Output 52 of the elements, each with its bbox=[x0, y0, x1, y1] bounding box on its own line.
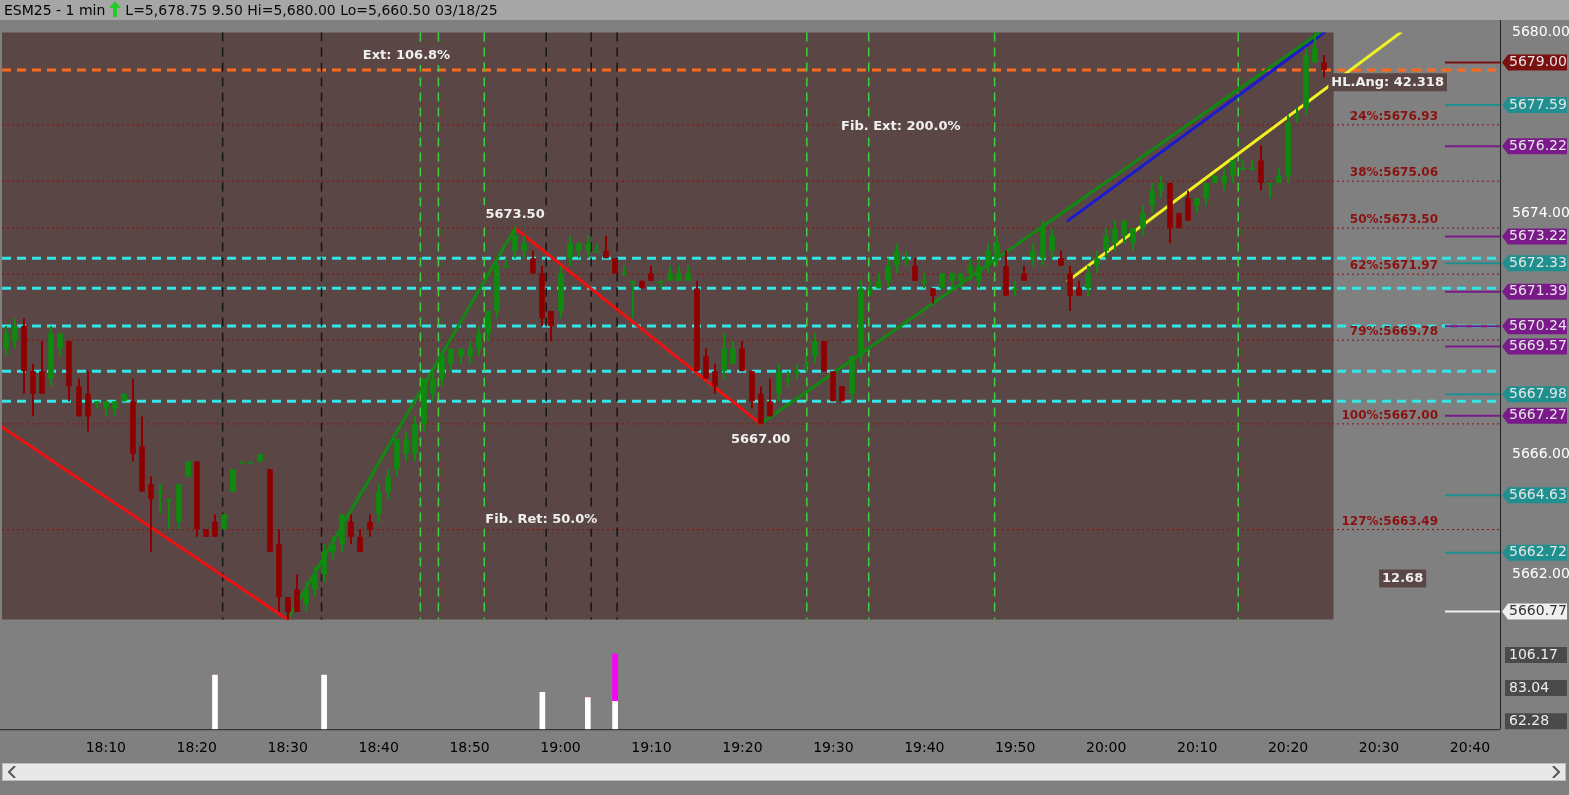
x-tick-label: 18:40 bbox=[358, 739, 399, 756]
ref-line-label: 5662.72 bbox=[1509, 543, 1567, 560]
ref-line-label: 5667.27 bbox=[1509, 406, 1567, 423]
annotation: 5673.50 bbox=[485, 205, 545, 221]
ref-line-label: 62%:5671.97 bbox=[1349, 258, 1438, 273]
ref-line-label: 5676.22 bbox=[1509, 136, 1567, 153]
x-tick-label: 20:00 bbox=[1086, 739, 1127, 756]
ref-line-label: 5670.24 bbox=[1509, 316, 1567, 333]
chart-subtitle: L=5,678.75 9.50 Hi=5,680.00 Lo=5,660.50 03/18/25 bbox=[125, 2, 498, 18]
x-tick-label: 19:50 bbox=[995, 739, 1036, 756]
ref-line-label: 5677.59 bbox=[1509, 95, 1567, 112]
ref-line-label: 5667.98 bbox=[1509, 385, 1567, 401]
ref-line-label: 50%:5673.50 bbox=[1349, 212, 1438, 227]
x-tick-label: 20:20 bbox=[1267, 739, 1309, 756]
text: 83.04 bbox=[1509, 678, 1550, 695]
ref-line-label: 5669.57 bbox=[1509, 337, 1567, 354]
chart-title: ESM25 - 1 min bbox=[4, 2, 106, 18]
x-tick-label: 19:20 bbox=[722, 739, 763, 756]
y-tick-label: 5680.00 bbox=[1512, 23, 1569, 40]
x-tick-label: 18:50 bbox=[449, 739, 490, 756]
annotation: HL.Ang: 42.318 bbox=[1331, 73, 1444, 89]
annotation: Fib. Ret: 50.0% bbox=[485, 511, 598, 527]
x-tick-label: 18:20 bbox=[176, 739, 217, 756]
ref-line-label: 5672.33 bbox=[1509, 254, 1567, 271]
annotation: 5667.00 bbox=[731, 431, 791, 447]
ref-line-label: 5664.63 bbox=[1509, 485, 1567, 502]
annotation: 12.68 bbox=[1382, 569, 1424, 585]
x-tick-label: 18:30 bbox=[267, 739, 308, 756]
ref-line-label: 24%:5676.93 bbox=[1349, 108, 1438, 123]
text: 62.28 bbox=[1509, 711, 1550, 728]
annotation: Fib. Ext: 200.0% bbox=[841, 117, 961, 133]
annotation: Ext: 106.8% bbox=[362, 47, 451, 63]
ref-line-label: 100%:5667.00 bbox=[1341, 407, 1438, 422]
y-tick-label: 5662.00 bbox=[1512, 565, 1569, 582]
ref-line-label: 5673.22 bbox=[1509, 227, 1567, 244]
x-tick-label: 20:10 bbox=[1176, 739, 1218, 756]
x-tick-label: 19:40 bbox=[904, 739, 945, 756]
text: 106.17 bbox=[1509, 645, 1558, 662]
ref-line-label: 127%:5663.49 bbox=[1341, 513, 1438, 528]
y-tick-label: 5666.00 bbox=[1512, 444, 1569, 461]
ref-line-label: 5660.77 bbox=[1509, 602, 1567, 619]
ref-line-label: 38%:5675.06 bbox=[1349, 165, 1438, 180]
y-tick-label: 5674.00 bbox=[1512, 203, 1569, 220]
ref-line-label: 79%:5669.78 bbox=[1349, 324, 1438, 339]
x-tick-label: 19:30 bbox=[813, 739, 854, 756]
ref-line-label: 5679.00 bbox=[1509, 53, 1567, 70]
ref-line-label: 5671.39 bbox=[1509, 282, 1567, 299]
x-tick-label: 19:00 bbox=[540, 739, 581, 756]
x-tick-label: 19:10 bbox=[631, 739, 672, 756]
x-tick-label: 20:30 bbox=[1358, 739, 1400, 756]
x-tick-label: 20:40 bbox=[1449, 739, 1491, 756]
x-tick-label: 18:10 bbox=[85, 739, 127, 756]
